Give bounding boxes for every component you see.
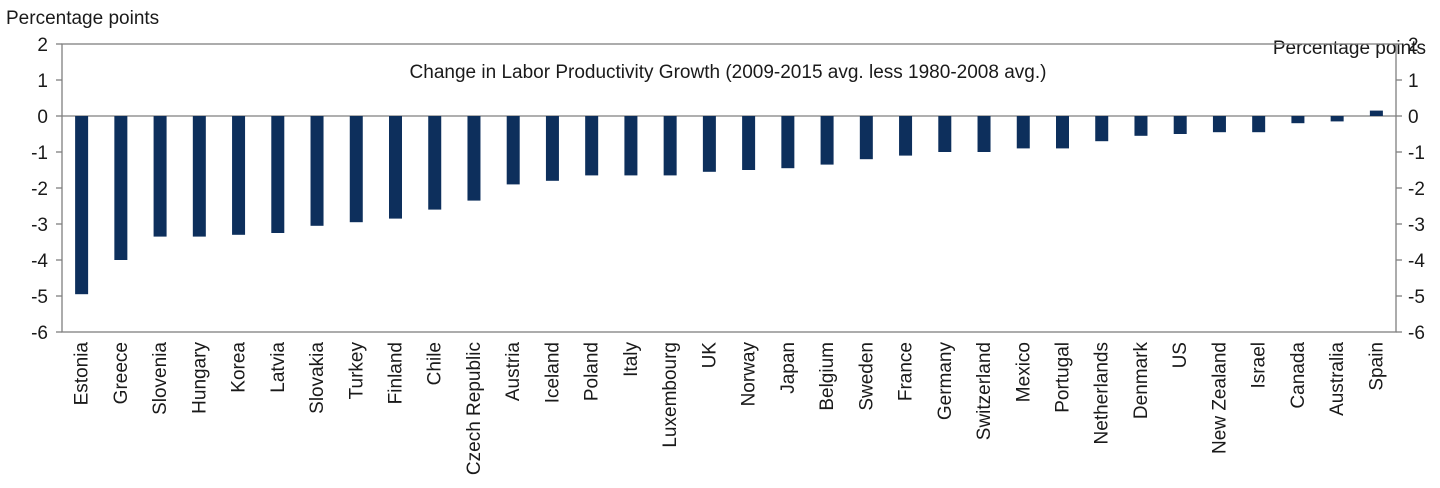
x-axis-category-labels: Estonia Greece Slovenia Hungary Korea Latvia S… [72, 342, 1388, 476]
bar [389, 116, 402, 219]
x-category-label: Iceland [542, 342, 563, 403]
x-category-label: Switzerland [974, 342, 995, 440]
y-tick-label-right: -6 [1408, 323, 1425, 344]
bar [232, 116, 246, 235]
x-category-label: Latvia [268, 342, 289, 393]
plot-area-frame [61, 43, 1397, 333]
x-category-label: Italy [621, 342, 642, 377]
bar [310, 116, 324, 226]
bar [1056, 116, 1069, 149]
bar [467, 116, 481, 201]
y-axis-unit-label-left: Percentage points [6, 8, 159, 29]
y-tick-label-left: -1 [31, 143, 48, 164]
bar [545, 116, 559, 181]
x-category-label: Czech Republic [464, 342, 485, 475]
y-tick-label-left: 2 [37, 35, 48, 56]
x-category-label: France [896, 342, 917, 401]
bar [624, 116, 638, 176]
bar [1016, 116, 1030, 149]
bar [859, 116, 873, 160]
x-category-label: UK [699, 342, 720, 369]
bar [938, 116, 952, 152]
bar [781, 116, 795, 169]
bar [75, 116, 89, 295]
x-category-label: Austria [503, 342, 524, 402]
bar [1369, 110, 1383, 116]
bar [820, 116, 834, 165]
chart-title: Change in Labor Productivity Growth (200… [410, 62, 1047, 83]
x-category-label: Luxembourg [660, 342, 681, 448]
x-category-label: Slovakia [307, 342, 328, 414]
x-category-label: New Zealand [1209, 342, 1230, 454]
x-category-label: Japan [778, 342, 799, 394]
y-tick-label-right: 2 [1408, 35, 1419, 56]
bar [1252, 116, 1266, 133]
bar [428, 116, 442, 210]
y-tick-label-right: 0 [1408, 107, 1419, 128]
y-tick-label-left: -4 [31, 251, 48, 272]
bar [702, 116, 716, 172]
y-tick-label-right: -5 [1408, 287, 1425, 308]
bar [1330, 116, 1344, 122]
x-category-label: Australia [1327, 342, 1348, 416]
x-category-label: Belgium [817, 342, 838, 411]
x-category-label: Israel [1249, 342, 1270, 388]
x-category-label: Canada [1288, 342, 1309, 409]
bar-series [75, 110, 1383, 295]
x-category-label: Slovenia [150, 342, 171, 415]
y-tick-label-right: 1 [1408, 71, 1419, 92]
bar [192, 116, 206, 237]
y-tick-label-right: -4 [1408, 251, 1425, 272]
x-category-label: Korea [229, 342, 250, 393]
y-tick-label-left: 0 [37, 107, 48, 128]
y-axis-left: 2 1 0 -1 -2 -3 -4 -5 -6 [31, 35, 62, 344]
x-category-label: Netherlands [1092, 342, 1113, 444]
bar [663, 116, 677, 176]
y-axis-right: 2 1 0 -1 -2 -3 -4 -5 -6 [1396, 35, 1425, 344]
y-tick-label-left: 1 [37, 71, 48, 92]
x-category-label: US [1170, 342, 1191, 368]
x-category-label: Portugal [1053, 342, 1074, 413]
bar [1173, 116, 1187, 134]
x-category-label: Greece [111, 342, 132, 404]
bar [114, 116, 128, 260]
x-category-label: Hungary [189, 342, 210, 414]
x-category-label: Sweden [856, 342, 877, 411]
x-category-label: Finland [386, 342, 407, 404]
bar [1291, 116, 1305, 124]
bar [1212, 116, 1226, 133]
x-category-label: Poland [582, 342, 603, 401]
y-tick-label-left: -2 [31, 179, 48, 200]
x-category-label: Spain [1366, 342, 1387, 391]
bar [349, 116, 363, 223]
bar [1095, 116, 1109, 142]
bar [977, 116, 991, 152]
bar [585, 116, 599, 176]
bar [506, 116, 520, 185]
y-tick-label-right: -3 [1408, 215, 1425, 236]
x-category-label: Norway [739, 342, 760, 407]
bar [153, 116, 167, 237]
bar [742, 116, 756, 170]
x-category-label: Chile [425, 342, 446, 385]
y-tick-label-right: -1 [1408, 143, 1425, 164]
y-tick-label-left: -5 [31, 287, 48, 308]
y-axis-unit-label-right: Percentage points [1273, 38, 1426, 59]
x-category-label: Turkey [346, 342, 367, 400]
y-tick-label-right: -2 [1408, 179, 1425, 200]
x-category-label: Denmark [1131, 342, 1152, 420]
x-category-label: Mexico [1013, 342, 1034, 402]
bar [899, 116, 913, 156]
bar [271, 116, 285, 233]
y-tick-label-left: -3 [31, 215, 48, 236]
x-category-label: Estonia [72, 342, 93, 406]
bar [1134, 116, 1148, 136]
y-tick-label-left: -6 [31, 323, 48, 344]
x-category-label: Germany [935, 342, 956, 421]
